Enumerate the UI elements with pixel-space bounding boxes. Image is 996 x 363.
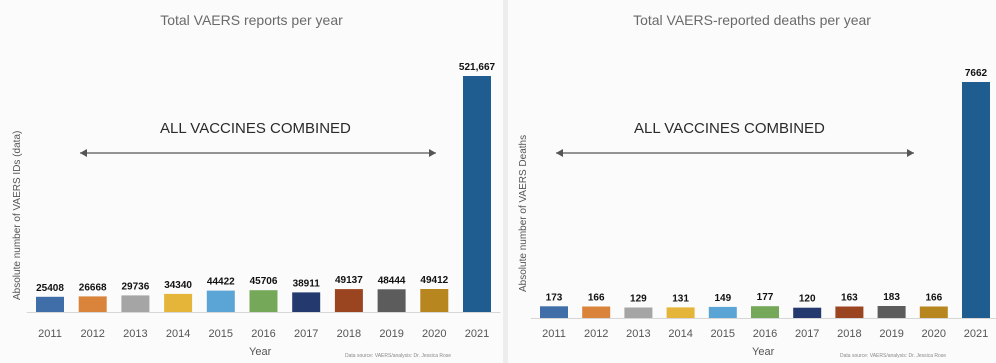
x-tick-label-2015: 2015 — [711, 328, 735, 340]
chart-plot-area: 173 2011 166 2012 129 2013 131 2014 149 2015 177 20… — [530, 68, 996, 340]
bar-2015 — [708, 306, 737, 318]
data-label-2012: 166 — [588, 293, 605, 304]
bar-2011 — [540, 306, 568, 318]
bar-2018 — [334, 289, 363, 312]
data-label-2017: 38911 — [293, 278, 321, 289]
bar-2019 — [377, 289, 406, 312]
data-label-2013: 129 — [630, 294, 647, 305]
data-label-2020: 166 — [925, 293, 942, 304]
chart-panel-deaths: Total VAERS-reported deaths per year Abs… — [508, 0, 996, 363]
panel-divider — [503, 0, 508, 363]
x-tick-label-2012: 2012 — [584, 328, 608, 340]
data-label-2021: 7662 — [965, 68, 988, 79]
annotation-arrowhead-left — [556, 149, 563, 157]
bar-2017 — [793, 307, 822, 318]
chart-title: Total VAERS-reported deaths per year — [633, 12, 871, 28]
bar-2021 — [463, 76, 491, 312]
x-tick-label-2013: 2013 — [123, 328, 147, 340]
chart-annotation: ALL VACCINES COMBINED — [160, 120, 351, 137]
data-label-2018: 49137 — [335, 275, 363, 286]
bar-2011 — [36, 296, 64, 312]
annotation-arrowhead-right — [907, 149, 914, 157]
bar-2016 — [751, 306, 779, 318]
x-tick-label-2016: 2016 — [251, 328, 275, 340]
data-label-2019: 183 — [883, 292, 900, 303]
chart-plot-area: 25408 2011 26668 2012 29736 2013 34340 2014 4442… — [26, 62, 501, 340]
data-label-2013: 29736 — [121, 281, 149, 292]
x-tick-label-2019: 2019 — [379, 328, 403, 340]
bar-2015 — [206, 290, 235, 312]
x-tick-label-2019: 2019 — [879, 328, 903, 340]
x-tick-label-2016: 2016 — [753, 328, 777, 340]
data-label-2011: 25408 — [36, 283, 64, 294]
x-axis-label: Year — [249, 346, 272, 358]
x-tick-label-2013: 2013 — [626, 328, 650, 340]
data-source-note: Data source: VAERS/analysis: Dr. Jessica… — [840, 353, 947, 359]
bar-2017 — [292, 292, 321, 312]
data-source-note: Data source: VAERS/analysis: Dr. Jessica… — [345, 353, 452, 359]
chart-annotation: ALL VACCINES COMBINED — [634, 120, 825, 137]
data-label-2016: 45706 — [250, 276, 278, 287]
x-tick-label-2021: 2021 — [964, 328, 988, 340]
x-tick-label-2011: 2011 — [38, 328, 62, 340]
data-label-2015: 44422 — [207, 277, 235, 288]
bar-2014 — [666, 307, 695, 318]
annotation-arrowhead-left — [80, 149, 87, 157]
data-label-2019: 48444 — [378, 275, 406, 286]
chart-panel-reports: Total VAERS reports per year Absolute nu… — [12, 12, 501, 359]
data-label-2014: 34340 — [164, 280, 192, 291]
x-tick-label-2015: 2015 — [209, 328, 233, 340]
x-tick-label-2014: 2014 — [668, 328, 692, 340]
x-tick-label-2018: 2018 — [337, 328, 361, 340]
bar-2018 — [835, 306, 864, 318]
data-label-2021: 521,667 — [459, 62, 496, 73]
bar-2012 — [78, 296, 107, 312]
x-tick-label-2012: 2012 — [80, 328, 104, 340]
bar-2021 — [962, 82, 990, 318]
x-axis-label: Year — [752, 346, 775, 358]
data-label-2015: 149 — [714, 293, 731, 304]
data-label-2017: 120 — [799, 294, 816, 305]
bar-2016 — [249, 290, 278, 312]
data-label-2018: 163 — [841, 293, 858, 304]
x-tick-label-2021: 2021 — [465, 328, 489, 340]
bar-2020 — [420, 289, 449, 312]
bar-2013 — [121, 295, 150, 312]
x-tick-label-2020: 2020 — [922, 328, 946, 340]
x-tick-label-2018: 2018 — [837, 328, 861, 340]
chart-title: Total VAERS reports per year — [160, 12, 343, 28]
bar-2014 — [164, 293, 193, 312]
x-tick-label-2020: 2020 — [422, 328, 446, 340]
data-label-2020: 49412 — [420, 275, 448, 286]
bar-2012 — [582, 306, 611, 318]
data-label-2012: 26668 — [79, 282, 107, 293]
bar-2013 — [624, 307, 653, 318]
data-label-2014: 131 — [672, 293, 689, 304]
x-tick-label-2017: 2017 — [294, 328, 318, 340]
x-tick-label-2017: 2017 — [795, 328, 819, 340]
x-tick-label-2014: 2014 — [166, 328, 190, 340]
data-label-2016: 177 — [757, 292, 774, 303]
bar-2019 — [877, 306, 906, 318]
data-label-2011: 173 — [546, 292, 563, 303]
x-tick-label-2011: 2011 — [542, 328, 566, 340]
bar-2020 — [919, 306, 948, 318]
annotation-arrowhead-right — [429, 149, 436, 157]
